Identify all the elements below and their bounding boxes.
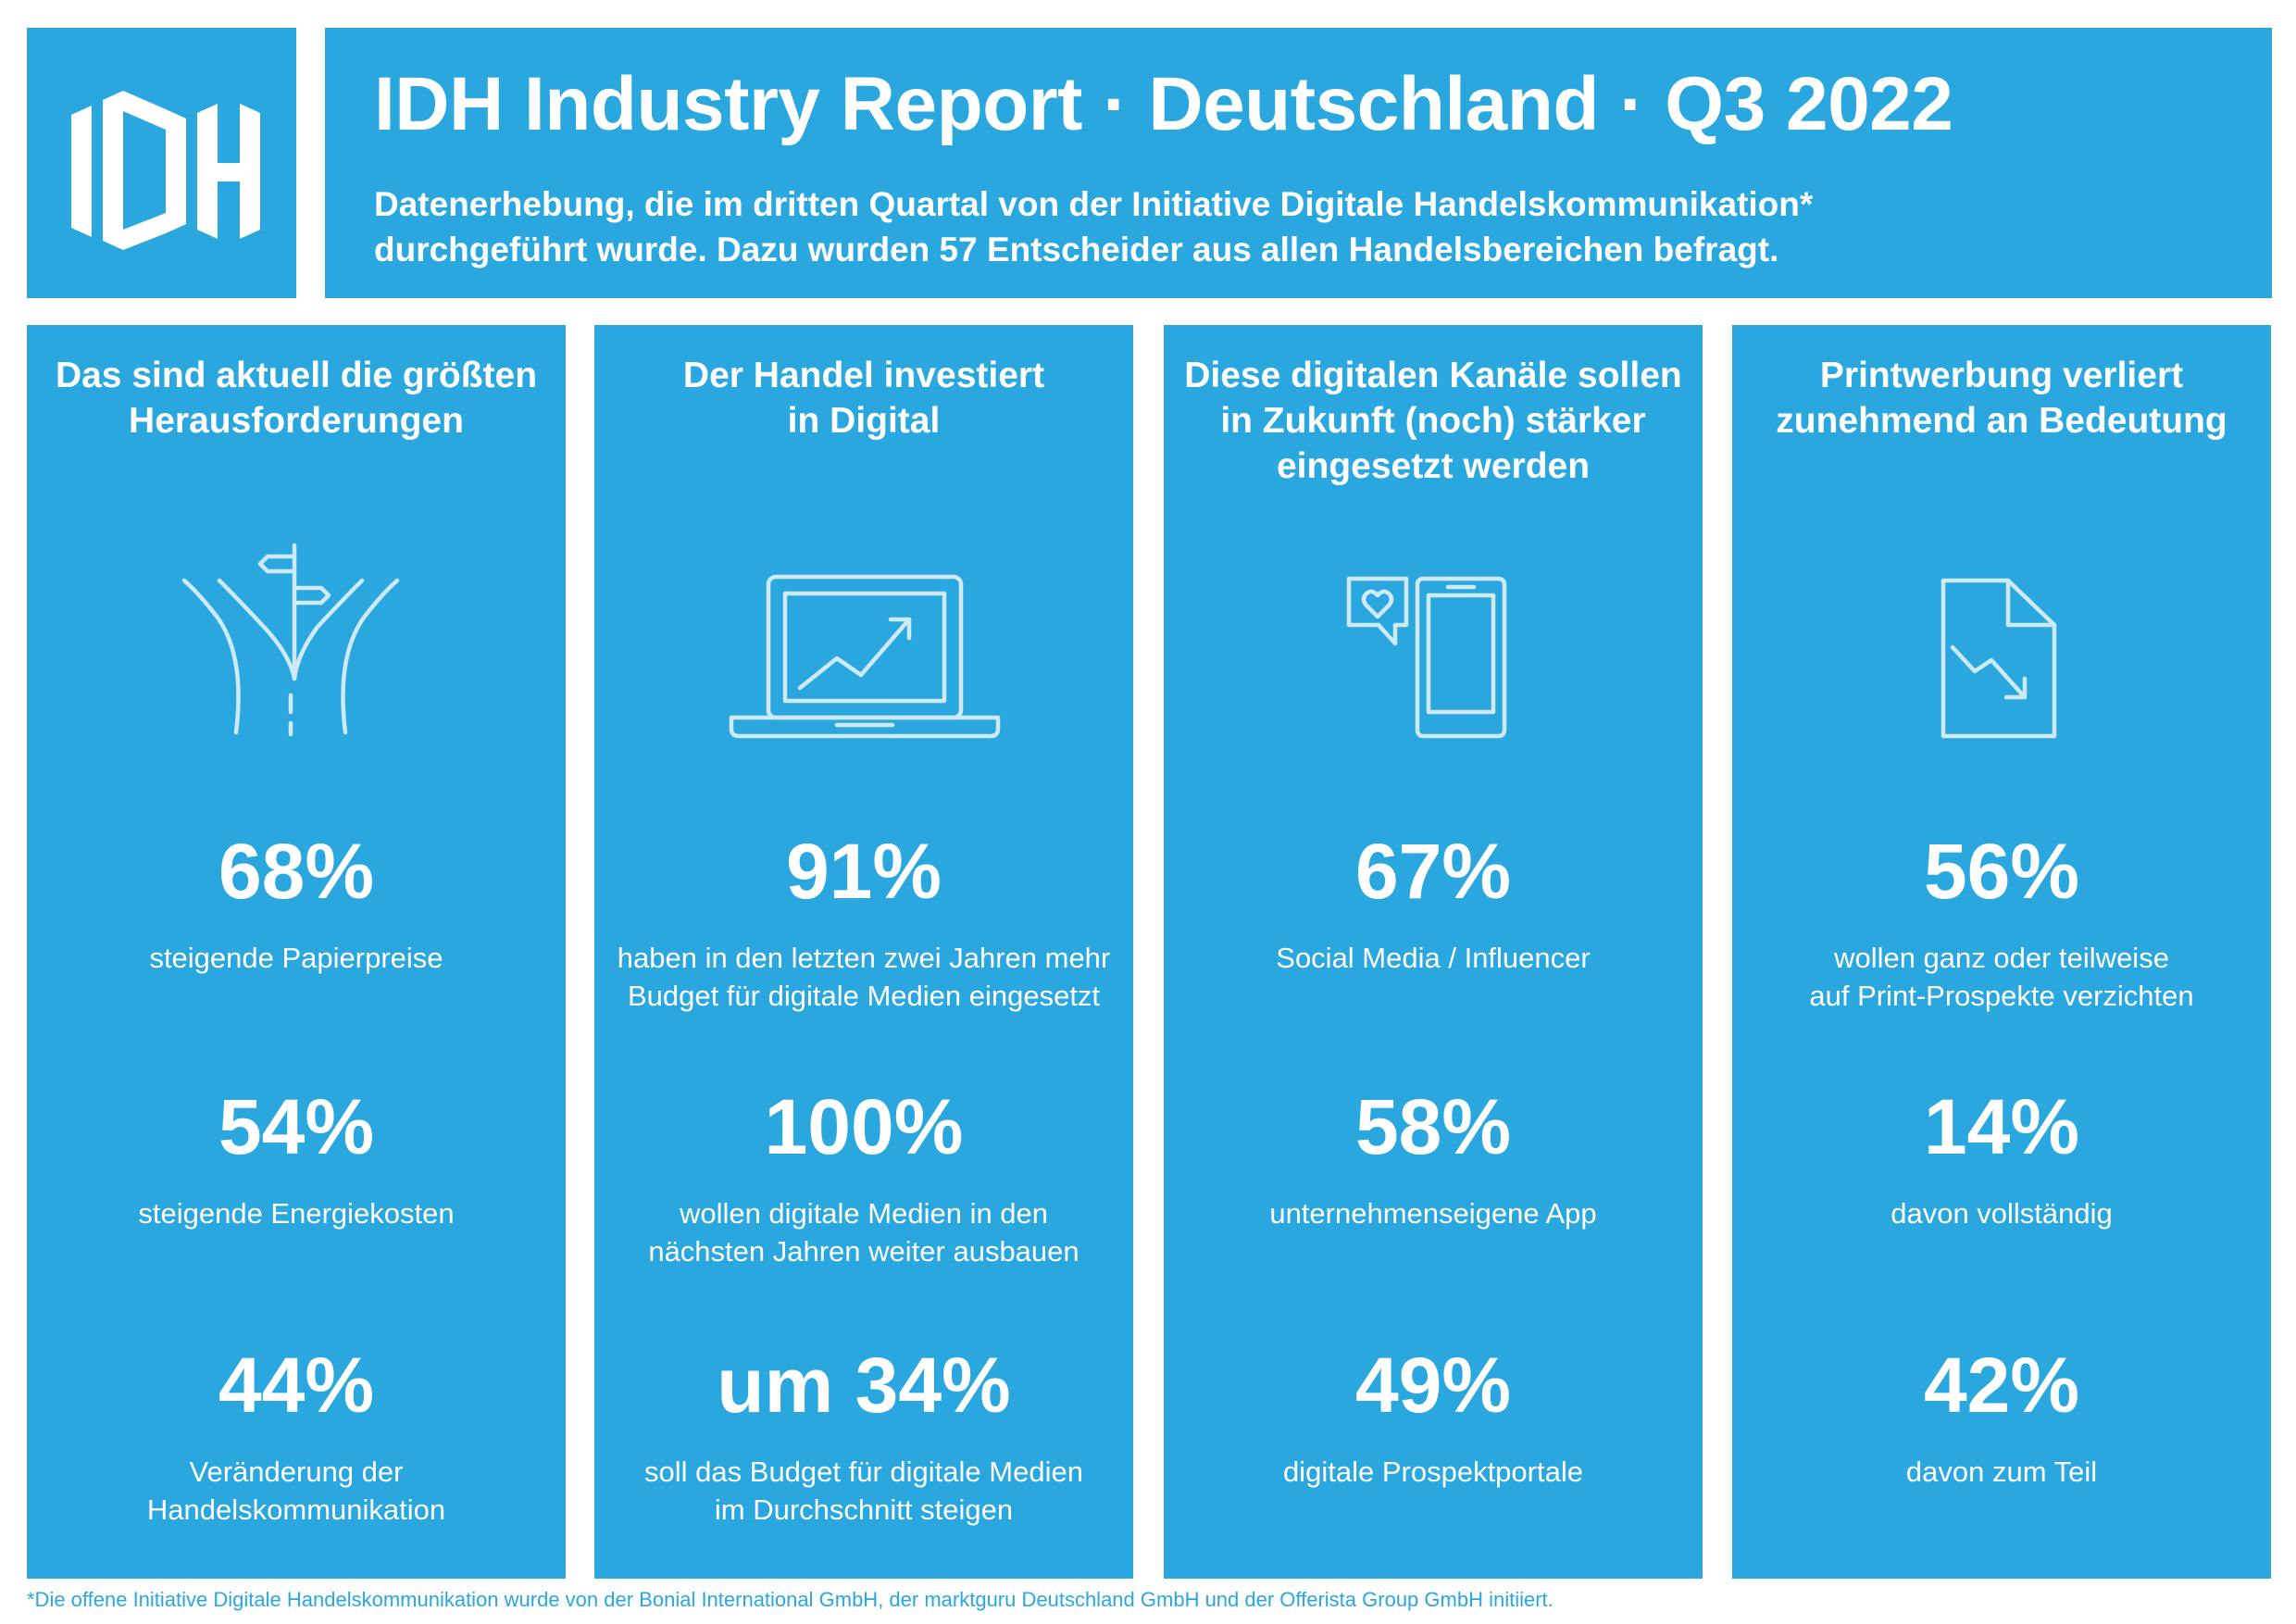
- stat-value: 56%: [1923, 828, 2080, 915]
- column-title: Printwerbung verliert zunehmend an Bedeu…: [1732, 353, 2271, 443]
- report-title: IDH Industry Report · Deutschland · Q3 2…: [374, 62, 1953, 146]
- stat-label-line: Social Media / Influencer: [1276, 942, 1591, 974]
- subtitle-line: durchgeführt wurde. Dazu wurden 57 Entsc…: [374, 231, 1779, 269]
- stat-label-line: digitale Prospektportale: [1283, 1455, 1583, 1488]
- column-title-line: in Digital: [787, 401, 941, 441]
- column-title-line: zunehmend an Bedeutung: [1776, 401, 2227, 441]
- column-title-line: Herausforderungen: [129, 401, 464, 441]
- column-print-advertising: Printwerbung verliert zunehmend an Bedeu…: [1732, 325, 2271, 1579]
- column-title-line: in Zukunft (noch) stärker: [1220, 401, 1646, 441]
- stat-label-line: nächsten Jahren weiter ausbauen: [648, 1235, 1079, 1268]
- smartphone-heart-bubble-icon: [1346, 576, 1507, 739]
- stat-label-line: im Durchschnitt steigen: [714, 1493, 1014, 1526]
- stat-label-line: steigende Papierpreise: [149, 942, 443, 974]
- stat-label: davon vollständig: [1732, 1194, 2271, 1232]
- column-title-line: Diese digitalen Kanäle sollen: [1184, 356, 1682, 395]
- stat-label-line: Veränderung der: [189, 1455, 404, 1488]
- column-title-line: Das sind aktuell die größten: [55, 356, 538, 395]
- stat-label: davon zum Teil: [1732, 1453, 2271, 1491]
- stat-label: soll das Budget für digitale Medien im D…: [594, 1453, 1133, 1529]
- stat-value: 68%: [218, 828, 375, 915]
- stat-block: 58% unternehmenseigene App: [1164, 1085, 1703, 1232]
- stat-label: steigende Papierpreise: [27, 939, 566, 977]
- stat-block: 100% wollen digitale Medien in den nächs…: [594, 1085, 1133, 1270]
- crossroads-signpost-icon: [181, 543, 400, 737]
- stat-label: wollen ganz oder teilweise auf Print-Pro…: [1732, 939, 2271, 1015]
- stat-label-line: davon zum Teil: [1905, 1455, 2098, 1488]
- stat-label-line: wollen digitale Medien in den: [679, 1197, 1049, 1230]
- column-title-line: Printwerbung verliert: [1819, 356, 2184, 395]
- stat-block: 44% Veränderung der Handelskommunikation: [27, 1343, 566, 1529]
- stat-block: 14% davon vollständig: [1732, 1085, 2271, 1232]
- stat-block: um 34% soll das Budget für digitale Medi…: [594, 1343, 1133, 1529]
- stat-label: digitale Prospektportale: [1164, 1453, 1703, 1491]
- stat-block: 56% wollen ganz oder teilweise auf Print…: [1732, 830, 2271, 1015]
- idh-logo: IDH: [27, 28, 296, 298]
- subtitle-line: Datenerhebung, die im dritten Quartal vo…: [374, 185, 1814, 223]
- column-title-line: Der Handel investiert: [682, 356, 1045, 395]
- column-title: Das sind aktuell die größten Herausforde…: [27, 353, 566, 443]
- stat-label: wollen digitale Medien in den nächsten J…: [594, 1194, 1133, 1270]
- stat-value: 100%: [764, 1083, 964, 1170]
- stat-label-line: steigende Energiekosten: [138, 1197, 455, 1230]
- stat-block: 67% Social Media / Influencer: [1164, 830, 1703, 977]
- stat-block: 91% haben in den letzten zwei Jahren meh…: [594, 830, 1133, 1015]
- stat-label-line: unternehmenseigene App: [1269, 1197, 1597, 1230]
- stat-value: 44%: [218, 1342, 375, 1429]
- stat-value: um 34%: [717, 1342, 1011, 1429]
- stat-label: Veränderung der Handelskommunikation: [27, 1453, 566, 1529]
- stat-label-line: Handelskommunikation: [146, 1493, 446, 1526]
- footnote: *Die offene Initiative Digitale Handelsk…: [27, 1588, 1554, 1611]
- stat-value: 49%: [1354, 1342, 1512, 1429]
- document-declining-chart-icon: [1940, 578, 2057, 739]
- stat-label-line: haben in den letzten zwei Jahren mehr: [617, 942, 1111, 974]
- column-digital-investment: Der Handel investiert in Digital 91% hab…: [594, 325, 1133, 1579]
- idh-logo-icon: [71, 91, 260, 250]
- stat-value: 54%: [218, 1083, 375, 1170]
- stat-value: 14%: [1923, 1083, 2080, 1170]
- stat-block: 49% digitale Prospektportale: [1164, 1343, 1703, 1491]
- column-title: Der Handel investiert in Digital: [594, 353, 1133, 443]
- stat-label-line: wollen ganz oder teilweise: [1834, 942, 2169, 974]
- stat-label: unternehmenseigene App: [1164, 1194, 1703, 1232]
- column-title-line: eingesetzt werden: [1276, 446, 1591, 486]
- stat-label-line: auf Print-Prospekte verzichten: [1809, 980, 2194, 1012]
- column-digital-channels: Diese digitalen Kanäle sollen in Zukunft…: [1164, 325, 1703, 1579]
- stat-block: 42% davon zum Teil: [1732, 1343, 2271, 1491]
- stat-value: 42%: [1923, 1342, 2080, 1429]
- stat-label-line: soll das Budget für digitale Medien: [644, 1455, 1083, 1488]
- column-title: Diese digitalen Kanäle sollen in Zukunft…: [1164, 353, 1703, 489]
- stat-label: haben in den letzten zwei Jahren mehr Bu…: [594, 939, 1133, 1015]
- stat-label-line: davon vollständig: [1890, 1197, 2113, 1230]
- stat-block: 54% steigende Energiekosten: [27, 1085, 566, 1232]
- stat-label: Social Media / Influencer: [1164, 939, 1703, 977]
- laptop-growth-chart-icon: [729, 574, 1001, 739]
- column-challenges: Das sind aktuell die größten Herausforde…: [27, 325, 566, 1579]
- stat-label-line: Budget für digitale Medien eingesetzt: [627, 980, 1101, 1012]
- report-header: IDH Industry Report · Deutschland · Q3 2…: [325, 28, 2272, 298]
- stat-value: 91%: [785, 828, 942, 915]
- report-subtitle: Datenerhebung, die im dritten Quartal vo…: [374, 181, 1813, 272]
- stat-value: 58%: [1354, 1083, 1512, 1170]
- stat-label: steigende Energiekosten: [27, 1194, 566, 1232]
- stat-block: 68% steigende Papierpreise: [27, 830, 566, 977]
- stat-value: 67%: [1354, 828, 1512, 915]
